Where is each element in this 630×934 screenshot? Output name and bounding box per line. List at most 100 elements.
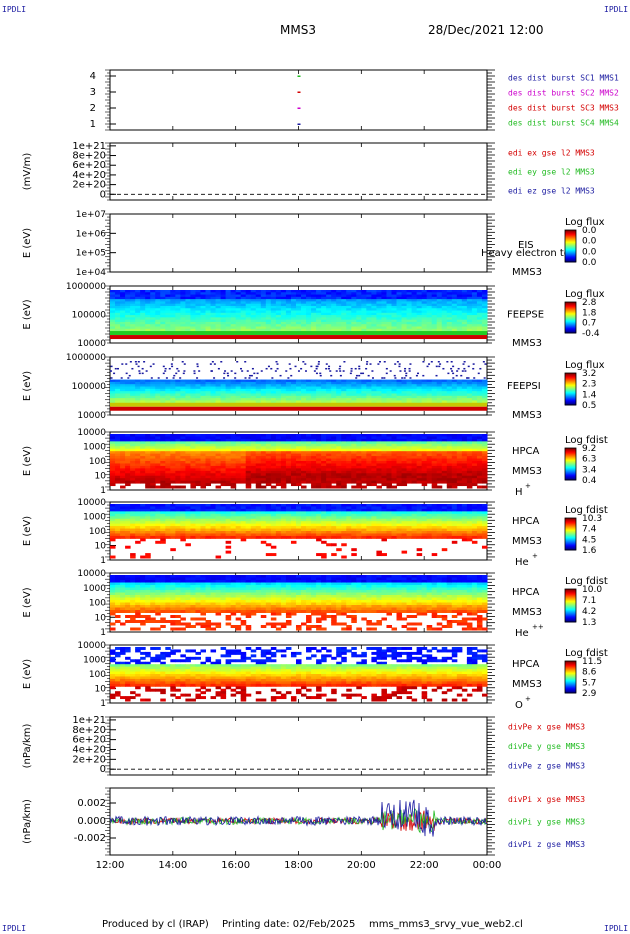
heatmap-cell (210, 456, 217, 460)
heatmap-cell (361, 324, 367, 327)
heatmap-cell (240, 321, 247, 325)
colorbar-segment (565, 379, 576, 381)
heatmap-cell (185, 446, 191, 450)
heatmap-cell (280, 324, 287, 327)
scatter-pixel (355, 377, 358, 379)
heatmap-cell (165, 290, 171, 293)
heatmap-cell (170, 470, 176, 474)
heatmap-cell (381, 301, 387, 305)
heatmap-cell (431, 485, 438, 489)
heatmap-cell (275, 319, 282, 323)
heatmap-cell (215, 299, 222, 302)
heatmap-cell (361, 301, 367, 305)
heatmap-cell (411, 381, 418, 385)
heatmap-cell (170, 478, 176, 482)
heatmap-cell (381, 393, 387, 397)
heatmap-cell (185, 294, 191, 298)
heatmap-cell (466, 308, 473, 312)
scatter-pixel (164, 367, 167, 370)
heatmap-cell (150, 395, 156, 399)
heatmap-cell (331, 321, 337, 325)
heatmap-cell (346, 305, 352, 309)
heatmap-cell (235, 324, 242, 327)
heatmap-cell (145, 321, 151, 325)
heatmap-cell (195, 480, 201, 484)
heatmap-cell (160, 303, 166, 307)
scatter-pixel (137, 365, 140, 368)
heatmap-cell (270, 321, 277, 325)
heatmap-cell (396, 393, 403, 397)
heatmap-cell (376, 303, 382, 307)
heatmap-cell (451, 328, 458, 332)
scatter-pixel (330, 374, 333, 377)
legend-entry: des dist burst SC3 MMS3 (508, 104, 619, 113)
heatmap-cell (461, 324, 468, 327)
heatmap-cell (185, 535, 191, 539)
heatmap-cell (481, 305, 488, 309)
heatmap-cell (225, 301, 232, 305)
heatmap-cell (295, 324, 302, 327)
heatmap-cell (431, 326, 438, 330)
heatmap-cell (351, 310, 357, 314)
colorbar-segment (565, 317, 576, 320)
heatmap-cell (170, 458, 176, 462)
heatmap-cell (165, 461, 171, 464)
heatmap-cell (190, 386, 196, 390)
heatmap-cell (285, 296, 292, 300)
heatmap-cell (471, 379, 478, 383)
heatmap-cell (230, 436, 237, 440)
heatmap-cell (306, 321, 312, 325)
scatter-pixel (409, 363, 412, 365)
heatmap-cell (285, 290, 292, 293)
heatmap-cell (145, 388, 151, 392)
heatmap-cell (275, 299, 282, 302)
heatmap-cell (341, 398, 347, 401)
heatmap-cell (481, 296, 488, 300)
heatmap-cell (150, 478, 156, 482)
heatmap-cell (336, 388, 342, 392)
heatmap-cell (285, 379, 292, 383)
heatmap-cell (115, 328, 121, 332)
heatmap-cell (416, 292, 423, 296)
heatmap-cell (140, 470, 146, 474)
heatmap-cell (135, 391, 141, 394)
heatmap-cell (426, 301, 433, 305)
heatmap-cell (245, 303, 252, 307)
heatmap-cell (341, 400, 347, 404)
instrument-label: FEEPSI (507, 381, 541, 392)
heatmap-cell (180, 317, 186, 321)
heatmap-cell (396, 381, 403, 385)
heatmap-cell (376, 321, 382, 325)
heatmap-cell (396, 310, 403, 314)
heatmap-cell (301, 398, 307, 401)
heatmap-cell (160, 540, 166, 544)
heatmap-cell (165, 321, 171, 325)
heatmap-cell (260, 391, 267, 394)
heatmap-cell (185, 384, 191, 388)
scatter-pixel (141, 367, 144, 370)
heatmap-cell (190, 468, 196, 472)
heatmap-cell (220, 443, 227, 447)
heatmap-cell (145, 379, 151, 383)
heatmap-cell (195, 398, 201, 401)
heatmap-cell (265, 398, 272, 401)
heatmap-cell (145, 465, 151, 469)
scatter-pixel (110, 370, 113, 372)
heatmap-cell (230, 299, 237, 302)
heatmap-cell (436, 294, 443, 298)
scatter-pixel (317, 363, 320, 365)
heatmap-cell (195, 461, 201, 464)
heatmap-cell (456, 319, 463, 323)
heatmap-cell (260, 393, 267, 397)
heatmap-cell (205, 470, 212, 474)
heatmap-cell (466, 400, 473, 404)
heatmap-cell (331, 391, 337, 394)
heatmap-cell (145, 317, 151, 321)
heatmap-cell (245, 328, 252, 332)
heatmap-cell (431, 308, 438, 312)
colorbar-segment (565, 389, 576, 391)
heatmap-cell (306, 299, 312, 302)
heatmap-cell (331, 480, 337, 484)
heatmap-cell (210, 461, 217, 464)
heatmap-cell (406, 303, 413, 307)
